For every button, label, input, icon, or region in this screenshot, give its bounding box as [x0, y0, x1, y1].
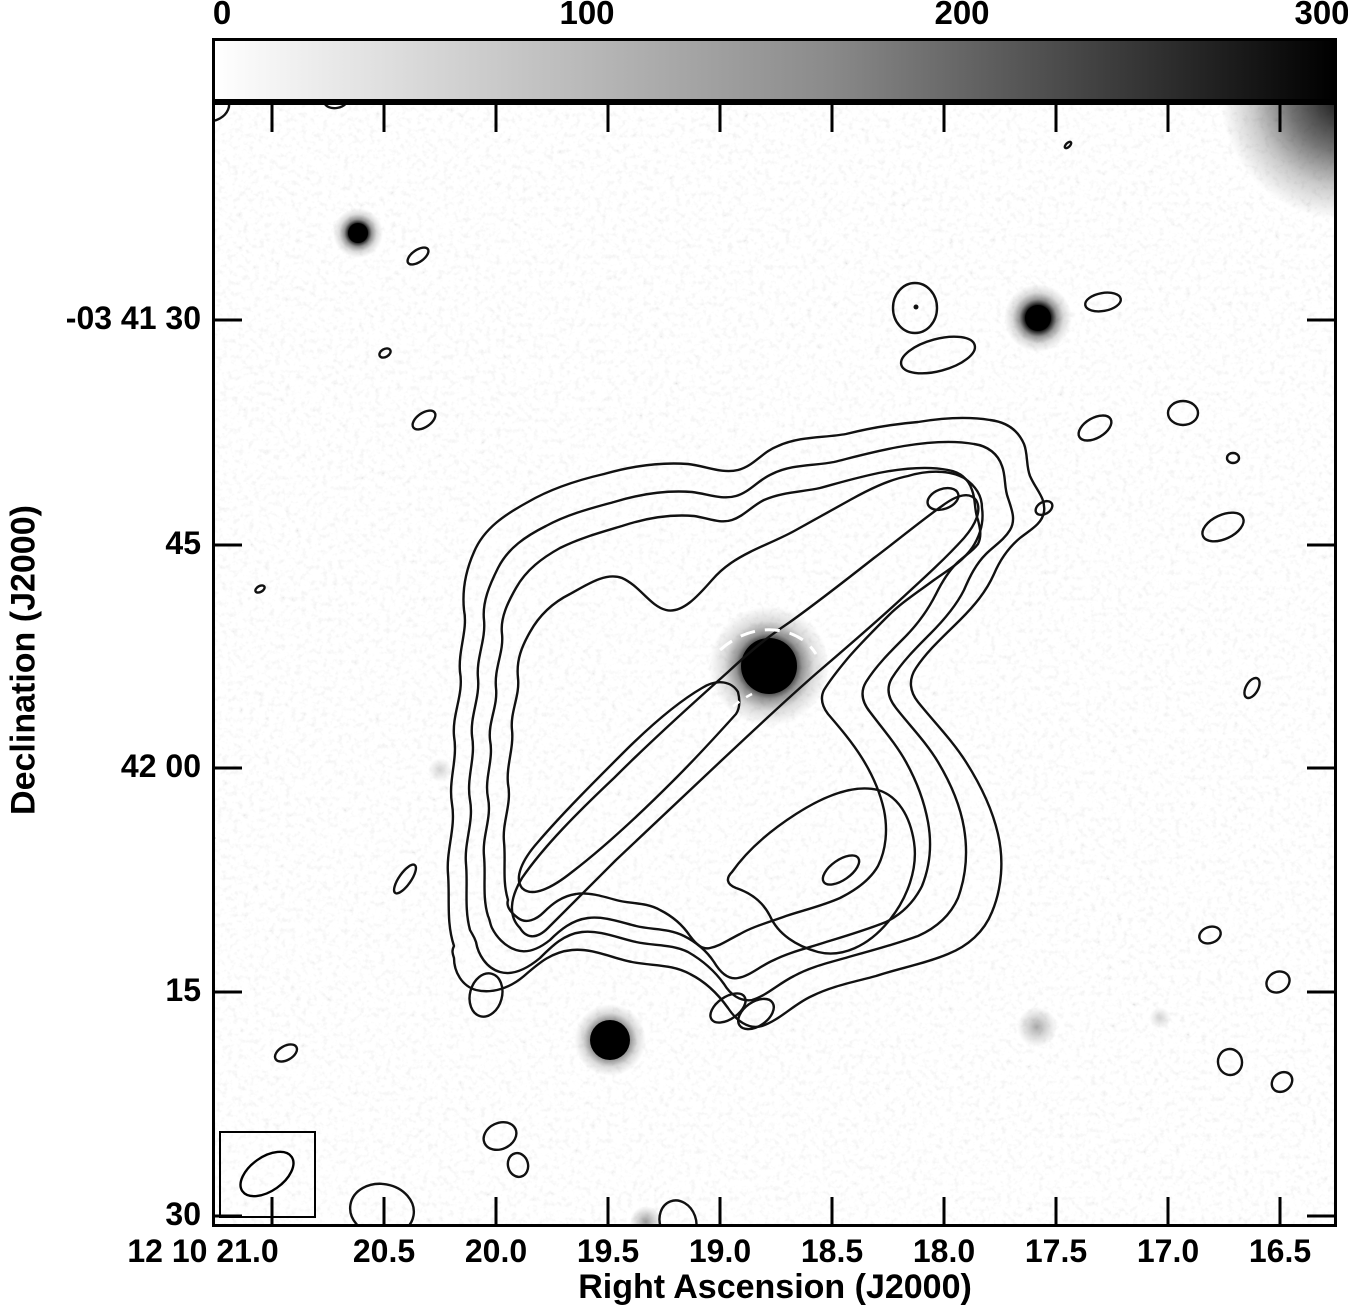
radio-contour-level-5	[726, 787, 916, 955]
noise-contour	[506, 1151, 530, 1179]
colorbar-tick-label: 200	[934, 0, 990, 31]
y-tick-label: 45	[165, 525, 201, 561]
noise-contour	[1225, 451, 1241, 465]
noise-contour	[899, 335, 977, 375]
noise-contour	[468, 972, 504, 1018]
corner-dark-smudge	[1220, 102, 1337, 220]
colorbar	[212, 38, 1337, 102]
noise-contour	[1063, 140, 1073, 150]
x-tick-label: 18.5	[800, 1233, 864, 1269]
image-coord-layer	[212, 102, 1337, 1227]
noise-contour	[1201, 511, 1245, 543]
noise-contour	[254, 584, 266, 594]
noise-contour	[926, 486, 960, 512]
bright-source-core	[741, 638, 797, 694]
plot-border	[212, 102, 1337, 1227]
faint-source	[1017, 1007, 1057, 1047]
noise-contour	[392, 863, 418, 895]
noise-contour	[1034, 499, 1054, 517]
noise-contour	[273, 1043, 299, 1063]
dashed-contour-over-galaxy	[721, 692, 753, 719]
radio-contours	[212, 102, 1294, 1227]
faint-source	[630, 1206, 662, 1227]
x-tick-label: 19.0	[688, 1233, 752, 1269]
radio-contour-level-4	[502, 470, 984, 950]
noise-contour	[212, 102, 231, 123]
bright-source-core	[590, 1020, 630, 1060]
y-tick-label: 42 00	[120, 748, 201, 784]
faint-source	[1149, 1007, 1171, 1029]
noise-contour	[1216, 1047, 1244, 1077]
axis-ticks	[212, 102, 1337, 1227]
radio-contour-level-1	[446, 416, 1046, 1029]
noise-contour	[658, 1199, 698, 1227]
x-tick-label: 18.0	[912, 1233, 976, 1269]
x-tick-label: 17.5	[1024, 1233, 1088, 1269]
x-tick-label: 20.0	[464, 1233, 528, 1269]
bright-source-core	[1025, 305, 1051, 331]
x-tick-label: 19.5	[576, 1233, 640, 1269]
y-tick-label: 15	[165, 972, 201, 1008]
colorbar-tick-label: 300	[1294, 0, 1348, 31]
bright-source-core	[348, 223, 368, 243]
noise-contour	[411, 409, 437, 431]
noise-contour	[1243, 676, 1261, 700]
plot-area	[212, 102, 1337, 1227]
radio-contour-level-7	[517, 681, 741, 894]
beam-ellipse	[239, 1150, 295, 1198]
colorbar-tick-label: 0	[212, 0, 232, 31]
radio-contour-level-2	[464, 440, 1015, 1002]
noise-contour-dot	[913, 304, 919, 310]
x-tick-label: 12 10 21.0	[127, 1233, 279, 1269]
noise-contour	[821, 854, 861, 886]
noise-contour	[482, 1121, 518, 1151]
noise-contour	[891, 281, 939, 335]
x-tick-label: 16.5	[1248, 1233, 1312, 1269]
noise-contour	[348, 1182, 416, 1227]
faint-source	[428, 758, 452, 782]
colorbar-tick-label: 100	[559, 0, 615, 31]
noise-contour	[737, 997, 775, 1031]
y-tick-label: -03 41 30	[65, 300, 201, 336]
noise-contour	[378, 347, 392, 359]
noise-contour	[709, 992, 747, 1024]
beam-box	[219, 1131, 316, 1218]
y-tick-label: 30	[165, 1196, 201, 1232]
radio-contour-level-3	[482, 466, 982, 980]
noise-contour	[1166, 399, 1200, 427]
noise-contour	[1270, 1070, 1294, 1094]
x-tick-label: 20.5	[352, 1233, 416, 1269]
noise-contour	[406, 246, 430, 266]
x-axis-title: Right Ascension (J2000)	[578, 1268, 972, 1306]
sky-plot-svg	[212, 102, 1337, 1227]
noise-contour	[1198, 925, 1222, 945]
noise-contour	[1077, 414, 1113, 442]
noise-contour	[1084, 291, 1122, 313]
x-tick-label: 17.0	[1136, 1233, 1200, 1269]
radio-contour-level-6	[510, 494, 980, 938]
noise-contour	[1265, 970, 1291, 994]
